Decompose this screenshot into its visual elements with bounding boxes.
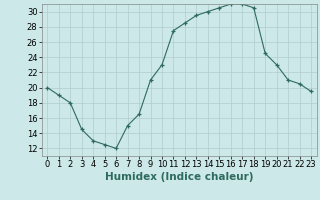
X-axis label: Humidex (Indice chaleur): Humidex (Indice chaleur): [105, 172, 253, 182]
